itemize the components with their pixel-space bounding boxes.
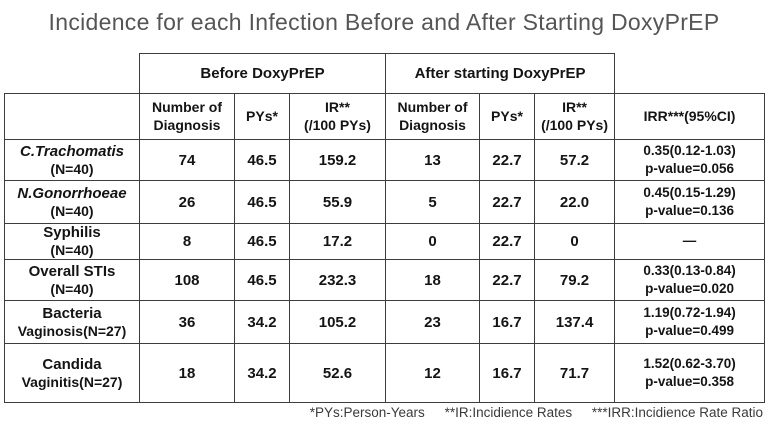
irr-value: 0.33(0.13-0.84) p-value=0.020 [614,259,766,301]
before-pys-value: 46.5 [234,139,290,181]
before-pys-value: 34.2 [234,300,290,344]
row-label-cell: Syphilis (N=40) [4,223,140,260]
before-diagnosis-value: 36 [139,300,235,344]
header-row-label [4,93,140,140]
after-ir-value: 79.2 [534,259,616,301]
page-title: Incidence for each Infection Before and … [48,9,720,35]
infection-n: (N=40) [50,280,94,297]
before-pys-value: 46.5 [234,259,290,301]
before-ir-value: 55.9 [288,180,387,224]
irr-value: 0.45(0.15-1.29) p-value=0.136 [614,180,766,224]
incidence-table: Before DoxyPrEP After starting DoxyPrEP … [4,53,766,403]
after-pys-value: 22.7 [479,223,536,260]
corner-cell-right [615,54,765,94]
infection-name: Bacteria [42,304,102,322]
header-before-pys: PYs* [234,93,290,140]
infection-name: C.Trachomatis [20,142,124,160]
group-header-after: After starting DoxyPrEP [385,53,616,94]
after-ir-value: 22.0 [534,180,616,224]
infection-name: Candida [42,355,102,373]
after-diagnosis-value: 13 [385,139,481,181]
infection-name: Overall STIs [28,262,116,280]
before-ir-value: 159.2 [288,139,387,181]
before-pys-value: 46.5 [234,180,290,224]
after-diagnosis-value: 18 [385,259,481,301]
before-ir-value: 52.6 [288,343,387,403]
table-row-syphilis: Syphilis (N=40) 8 46.5 17.2 0 22.7 0 — [4,223,766,260]
after-diagnosis-value: 12 [385,343,481,403]
irr-value: 0.35(0.12-1.03) p-value=0.056 [614,139,766,181]
header-irr: IRR***(95%CI) [614,93,766,140]
after-diagnosis-value: 0 [385,223,481,260]
row-label-cell: N.Gonorrhoeae (N=40) [4,180,140,224]
before-diagnosis-value: 108 [139,259,235,301]
before-ir-value: 105.2 [288,300,387,344]
irr-value: — [614,223,766,260]
before-diagnosis-value: 8 [139,223,235,260]
header-after-pys: PYs* [479,93,536,140]
header-before-ir: IR** (/100 PYs) [288,93,387,140]
header-after-diagnosis: Number of Diagnosis [385,93,481,140]
after-ir-value: 57.2 [534,139,616,181]
after-pys-value: 22.7 [479,259,536,301]
infection-n: Vaginosis(N=27) [17,322,127,339]
after-diagnosis-value: 23 [385,300,481,344]
footnote-irr: ***IRR:Incidience Rate Ratio [591,405,763,420]
table-row-ngonorrhoeae: N.Gonorrhoeae (N=40) 26 46.5 55.9 5 22.7… [4,180,766,224]
header-after-ir: IR** (/100 PYs) [534,93,616,140]
footnote-ir: **IR:Incidience Rates [444,405,573,420]
infection-name: Syphilis [43,224,101,242]
row-label-cell: Overall STIs (N=40) [4,259,140,301]
infection-n: (N=40) [50,202,94,219]
after-ir-value: 0 [534,223,616,260]
column-header-row: Number of Diagnosis PYs* IR** (/100 PYs)… [4,93,766,140]
after-ir-value: 71.7 [534,343,616,403]
infection-n: (N=40) [50,160,94,177]
after-diagnosis-value: 5 [385,180,481,224]
row-label-cell: C.Trachomatis (N=40) [4,139,140,181]
before-pys-value: 46.5 [234,223,290,260]
infection-name: N.Gonorrhoeae [17,184,127,202]
before-pys-value: 34.2 [234,343,290,403]
after-pys-value: 22.7 [479,139,536,181]
after-pys-value: 16.7 [479,343,536,403]
infection-n: Vaginitis(N=27) [21,373,123,390]
group-header-before: Before DoxyPrEP [138,53,387,94]
before-diagnosis-value: 26 [139,180,235,224]
after-pys-value: 22.7 [479,180,536,224]
table-row-bacteria-vaginosis: Bacteria Vaginosis(N=27) 36 34.2 105.2 2… [4,300,766,344]
after-ir-value: 137.4 [534,300,616,344]
corner-cell-left [5,54,140,94]
table-row-candida-vaginitis: Candida Vaginitis(N=27) 18 34.2 52.6 12 … [4,343,766,403]
before-ir-value: 232.3 [288,259,387,301]
irr-value: 1.19(0.72-1.94) p-value=0.499 [614,300,766,344]
footnote-pys: *PYs:Person-Years [309,405,425,420]
before-diagnosis-value: 74 [139,139,235,181]
header-before-diagnosis: Number of Diagnosis [139,93,235,140]
group-header-row: Before DoxyPrEP After starting DoxyPrEP [5,53,765,94]
row-label-cell: Bacteria Vaginosis(N=27) [4,300,140,344]
after-pys-value: 16.7 [479,300,536,344]
before-ir-value: 17.2 [288,223,387,260]
table-row-ctrachomatis: C.Trachomatis (N=40) 74 46.5 159.2 13 22… [4,139,766,181]
before-diagnosis-value: 18 [139,343,235,403]
table-row-overall-stis: Overall STIs (N=40) 108 46.5 232.3 18 22… [4,259,766,301]
infection-n: (N=40) [50,242,94,259]
footnotes: *PYs:Person-Years **IR:Incidience Rates … [294,405,763,420]
irr-value: 1.52(0.62-3.70) p-value=0.358 [614,343,766,403]
row-label-cell: Candida Vaginitis(N=27) [4,343,140,403]
